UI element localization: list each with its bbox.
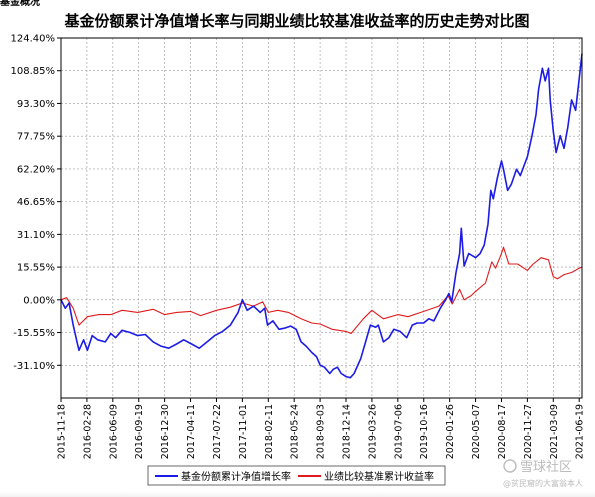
x-axis-ticks: 2015-11-18 2016-02-28 2016-06-09 2016-09-19… [57, 398, 586, 459]
benchmark-line [60, 246, 583, 335]
x-tick-label: 2015-11-18 [57, 404, 68, 459]
x-tick-label: 2018-02-11 [264, 404, 275, 459]
x-tick-label: 2017-11-01 [238, 404, 249, 459]
watermark: 雪球社区 @贫民窟的大富翁本人 [503, 459, 583, 488]
header-fragment: 基金概况 [0, 0, 40, 6]
y-tick-label: 62.20% [17, 164, 55, 175]
legend-benchmark-label: 业绩比较基准累计收益率 [324, 470, 434, 483]
x-tick-label: 2017-07-22 [212, 404, 223, 459]
y-tick-label: 124.40% [11, 34, 56, 45]
x-tick-label: 2019-03-26 [367, 404, 378, 459]
y-tick-label: -31.10% [13, 361, 55, 372]
legend-box [147, 465, 446, 486]
x-tick-label: 2020-11-27 [523, 404, 534, 459]
x-tick-label: 2018-12-14 [342, 404, 353, 459]
y-tick-label: 15.55% [17, 263, 55, 274]
y-tick-label: 0.00% [23, 295, 55, 306]
x-tick-label: 2016-02-28 [82, 404, 93, 459]
y-tick-label: -15.55% [13, 328, 55, 339]
x-tick-label: 2020-05-07 [471, 404, 482, 459]
x-tick-label: 2017-04-11 [186, 404, 197, 459]
x-tick-label: 2021-03-09 [549, 404, 560, 459]
grid-lines [60, 37, 582, 398]
y-tick-label: 77.75% [17, 132, 55, 143]
watermark-brand: 雪球社区 [520, 459, 572, 475]
x-tick-label: 2019-07-06 [393, 404, 404, 459]
y-tick-label: 93.30% [17, 99, 55, 110]
fund-growth-line [60, 53, 583, 379]
legend: 基金份额累计净值增长率 业绩比较基准累计收益率 [147, 465, 446, 486]
y-tick-label: 108.85% [11, 66, 56, 77]
bottom-edge [0, 491, 595, 497]
x-tick-label: 2016-06-09 [108, 404, 119, 459]
x-tick-label: 2018-09-03 [316, 404, 327, 459]
x-tick-label: 2021-06-19 [575, 404, 586, 459]
snowball-icon [503, 459, 517, 473]
y-tick-label: 31.10% [17, 230, 55, 241]
x-tick-label: 2018-05-24 [290, 404, 301, 459]
series-lines [60, 53, 583, 379]
x-tick-label: 2019-10-16 [419, 404, 430, 459]
y-axis-ticks: 124.40% 108.85% 93.30% 77.75% 62.20% 46.65% 31… [11, 34, 61, 372]
x-tick-label: 2020-08-17 [497, 404, 508, 459]
chart-title: 基金份额累计净值增长率与同期业绩比较基准收益率的历史走势对比图 [63, 12, 529, 30]
x-tick-label: 2016-09-19 [134, 404, 145, 459]
x-tick-label: 2020-01-26 [445, 404, 456, 459]
legend-fund-label: 基金份额累计净值增长率 [181, 470, 291, 483]
plot-frame [60, 37, 583, 399]
watermark-user: @贫民窟的大富翁本人 [503, 478, 583, 488]
y-tick-label: 46.65% [17, 197, 55, 208]
x-tick-label: 2016-12-30 [160, 404, 171, 459]
